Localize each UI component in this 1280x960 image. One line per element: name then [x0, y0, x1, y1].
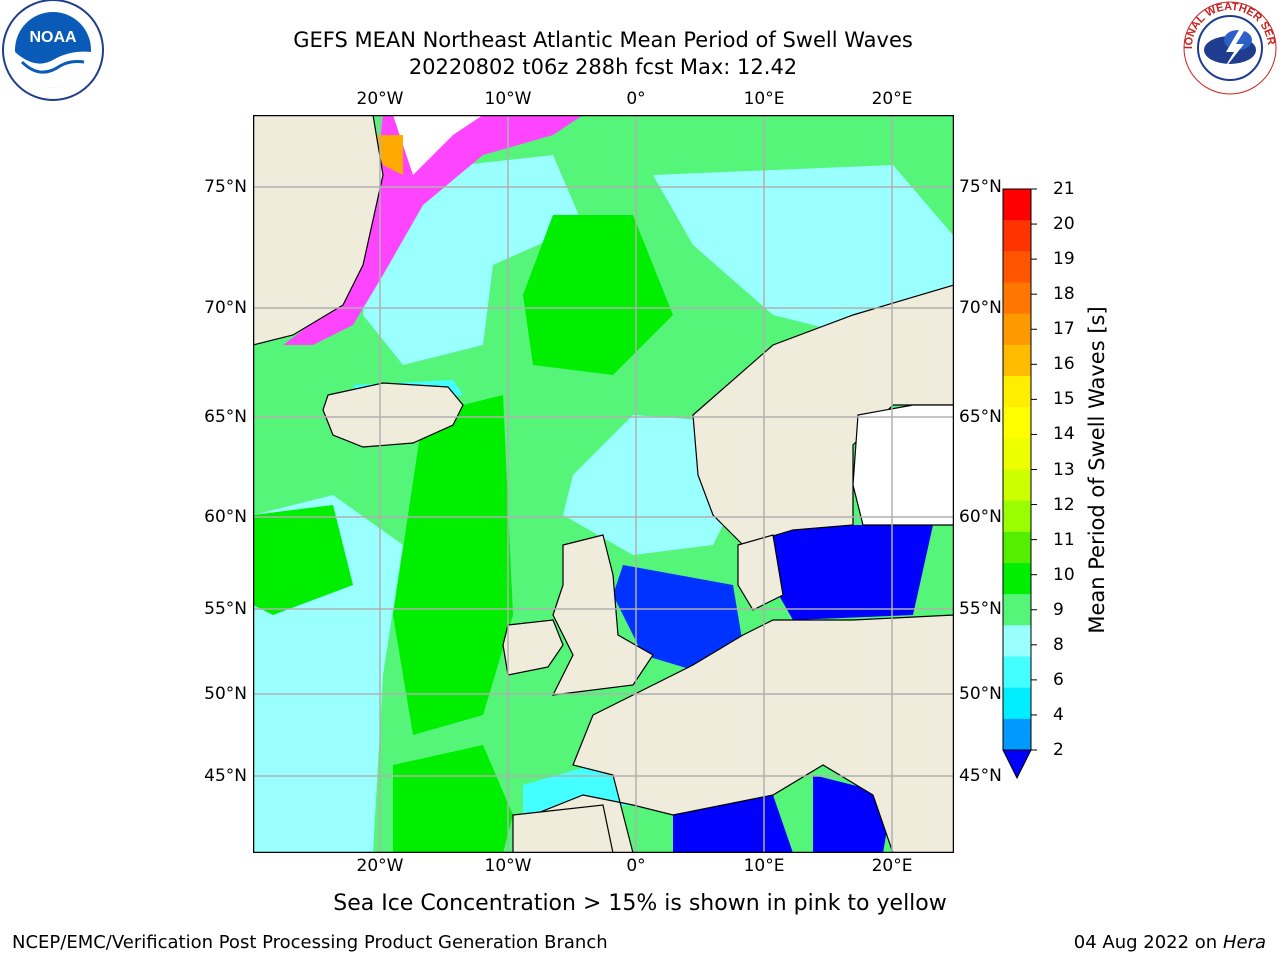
- colorbar-tick-label: 4: [1053, 704, 1064, 725]
- footer-date-text: 04 Aug 2022 on: [1073, 932, 1218, 953]
- land-scandinavia: [692, 284, 954, 546]
- colorbar-segment: [1003, 687, 1031, 720]
- colorbar-segment: [1003, 344, 1031, 377]
- colorbar-segment: [1003, 220, 1031, 252]
- footer-date: 04 Aug 2022 on Hera: [1074, 932, 1266, 953]
- colorbar-segment: [1003, 531, 1031, 564]
- lat-tick-label: 60°N: [959, 507, 1002, 527]
- colorbar-segment: [1003, 313, 1031, 346]
- land-continental-europe: [522, 614, 954, 853]
- colorbar-tick-label: 9: [1053, 599, 1064, 620]
- colorbar-segment: [1003, 189, 1031, 221]
- colorbar-tick-label: 17: [1053, 319, 1075, 340]
- colorbar-segment: [1003, 656, 1031, 689]
- sea-ice-region: [283, 115, 583, 345]
- land-ireland: [502, 619, 564, 676]
- lat-tick-label: 70°N: [204, 298, 247, 318]
- nws-logo: NATIONAL WEATHER SERVICE: [1180, 0, 1277, 95]
- land-iberia: [512, 804, 614, 853]
- swell-region-north-sea-south: [613, 565, 743, 670]
- colorbar-segment: [1003, 282, 1031, 315]
- land-gulf-of-bothnia: [852, 404, 954, 526]
- lon-tick-label: 20°E: [871, 856, 913, 876]
- colorbar-tick-label: 6: [1053, 669, 1064, 690]
- lat-tick-label: 50°N: [959, 684, 1002, 704]
- lat-tick-label: 65°N: [959, 407, 1002, 427]
- lat-tick-label: 55°N: [204, 599, 247, 619]
- swell-period-map: [253, 115, 954, 853]
- colorbar-tick-label: 14: [1053, 424, 1075, 445]
- colorbar-tick-label: 20: [1053, 214, 1075, 235]
- land-denmark: [737, 534, 784, 611]
- colorbar-segment: [1003, 438, 1031, 470]
- colorbar-segment: [1003, 407, 1031, 439]
- lat-tick-label: 45°N: [959, 766, 1002, 786]
- colorbar-tick-label: 12: [1053, 494, 1075, 515]
- footer-credit: NCEP/EMC/Verification Post Processing Pr…: [12, 932, 608, 953]
- land-great-britain: [551, 534, 654, 696]
- colorbar-tick-label: 8: [1053, 634, 1064, 655]
- map-title: GEFS MEAN Northeast Atlantic Mean Period…: [293, 28, 913, 52]
- colorbar: [1002, 188, 1037, 780]
- colorbar-segment: [1003, 376, 1031, 408]
- swell-region-barents: [653, 165, 953, 335]
- lon-tick-label: 0°: [626, 89, 646, 109]
- colorbar-tick-label: 18: [1053, 284, 1075, 305]
- colorbar-tick-label: 16: [1053, 354, 1075, 375]
- colorbar-extension: [1002, 749, 1032, 780]
- colorbar-tick-label: 19: [1053, 249, 1075, 270]
- lat-tick-label: 75°N: [204, 177, 247, 197]
- lon-tick-label: 10°W: [484, 856, 532, 876]
- map-subtitle: 20220802 t06z 288h fcst Max: 12.42: [408, 55, 798, 79]
- lon-tick-label: 20°W: [356, 89, 404, 109]
- lon-tick-label: 20°E: [871, 89, 913, 109]
- colorbar-tick-label: 2: [1053, 740, 1064, 760]
- noaa-logo-text: NOAA: [29, 29, 77, 46]
- swell-region-atlantic-core: [393, 395, 513, 735]
- colorbar-segment: [1003, 469, 1031, 502]
- land-iceland: [322, 382, 464, 448]
- lat-tick-label: 55°N: [959, 599, 1002, 619]
- colorbar-tick-label: 10: [1053, 564, 1075, 585]
- map-frame: [253, 115, 954, 853]
- colorbar-tick-label: 21: [1053, 179, 1075, 199]
- lat-tick-label: 75°N: [959, 177, 1002, 197]
- colorbar-segment: [1003, 563, 1031, 595]
- footer-host: Hera: [1222, 932, 1266, 953]
- noaa-logo: NOAA: [2, 0, 104, 101]
- lon-tick-label: 10°W: [484, 89, 532, 109]
- colorbar-segment: [1003, 500, 1031, 533]
- lat-tick-label: 60°N: [204, 507, 247, 527]
- lon-tick-label: 0°: [626, 856, 646, 876]
- lon-tick-label: 20°W: [356, 856, 404, 876]
- colorbar-tick-label: 15: [1053, 389, 1075, 410]
- colorbar-segment: [1003, 251, 1031, 283]
- graticule: [253, 115, 954, 853]
- lat-tick-label: 65°N: [204, 407, 247, 427]
- land-greenland: [253, 115, 384, 346]
- swell-region-baltic: [773, 525, 933, 620]
- lat-tick-label: 50°N: [204, 684, 247, 704]
- lon-tick-label: 10°E: [743, 89, 785, 109]
- colorbar-tick-label: 11: [1053, 529, 1075, 550]
- colorbar-tick-label: 13: [1053, 459, 1075, 480]
- sea-ice-caption: Sea Ice Concentration > 15% is shown in …: [333, 891, 947, 916]
- colorbar-label: Mean Period of Swell Waves [s]: [1085, 306, 1109, 634]
- lat-tick-label: 45°N: [204, 766, 247, 786]
- colorbar-segment: [1003, 594, 1031, 626]
- lat-tick-label: 70°N: [959, 298, 1002, 318]
- colorbar-segment: [1003, 718, 1031, 751]
- colorbar-segment: [1003, 625, 1031, 657]
- lon-tick-label: 10°E: [743, 856, 785, 876]
